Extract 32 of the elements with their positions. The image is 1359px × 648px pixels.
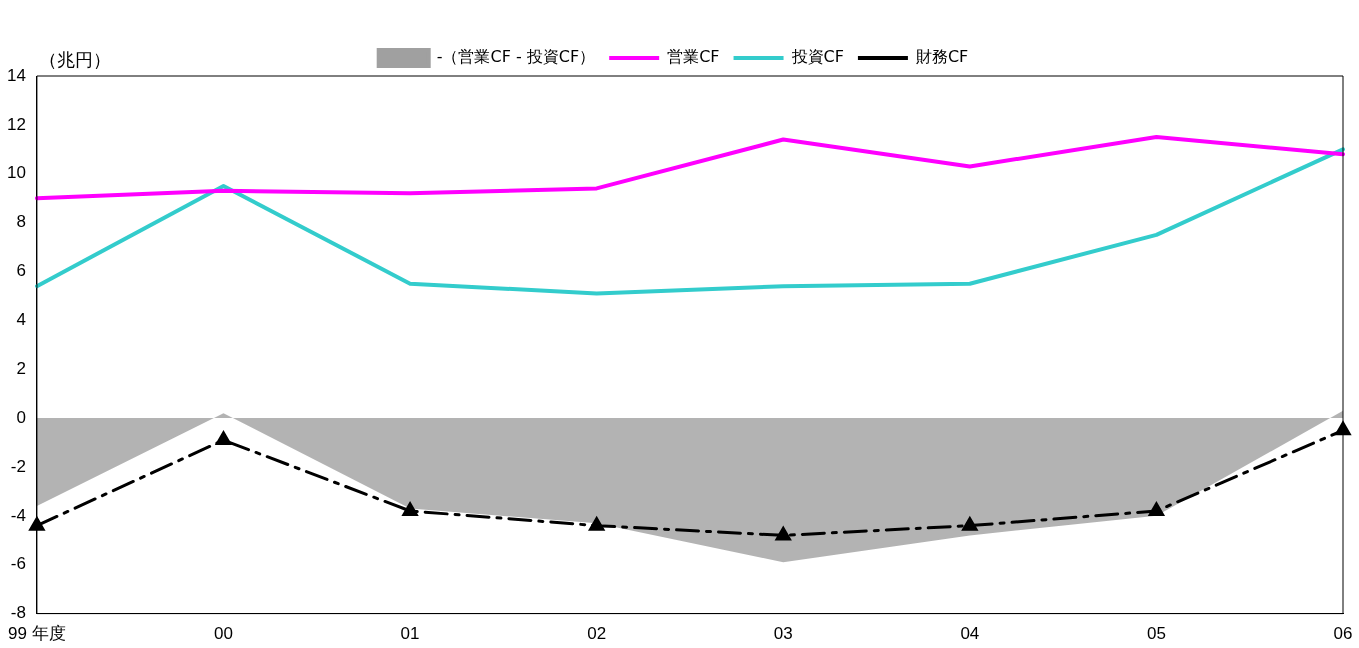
point	[775, 526, 791, 541]
y-tick-label: 0	[16, 407, 26, 427]
y-tick-label: 12	[6, 114, 26, 134]
y-tick-label: 14	[6, 65, 26, 85]
x-tick-label: 02	[587, 624, 607, 644]
legend-label: 営業CF	[667, 47, 720, 67]
y-tick-label: -4	[10, 505, 26, 525]
x-tick-label: 00	[214, 624, 233, 644]
x-tick-label: 03	[773, 624, 793, 644]
y-tick-label: -6	[10, 554, 26, 574]
point	[29, 517, 45, 531]
x-tick-label: 01	[400, 624, 420, 644]
point	[589, 517, 605, 531]
legend-label: 財務CF	[915, 47, 969, 67]
point	[402, 502, 418, 516]
x-tick-label: 05	[1146, 624, 1166, 644]
y-tick-label: 2	[16, 358, 26, 378]
y-tick-label: -2	[10, 456, 26, 476]
point	[215, 431, 232, 446]
x-tick-label: 04	[960, 624, 980, 644]
y-axis-title: （兆円）	[38, 48, 111, 70]
legend-label: 投資CF	[790, 47, 844, 67]
x-tick-label: 99 年度	[8, 624, 66, 644]
point	[962, 517, 978, 531]
y-tick-label: -8	[10, 603, 26, 623]
y-tick-label: 8	[16, 212, 26, 232]
legend-label: -（営業CF - 投資CF）	[436, 47, 596, 67]
point	[1148, 502, 1164, 516]
y-tick-label: 10	[6, 163, 26, 183]
x-tick-label: 06	[1333, 624, 1353, 644]
y-tick-label: 6	[16, 261, 26, 281]
y-tick-label: 4	[16, 310, 26, 330]
